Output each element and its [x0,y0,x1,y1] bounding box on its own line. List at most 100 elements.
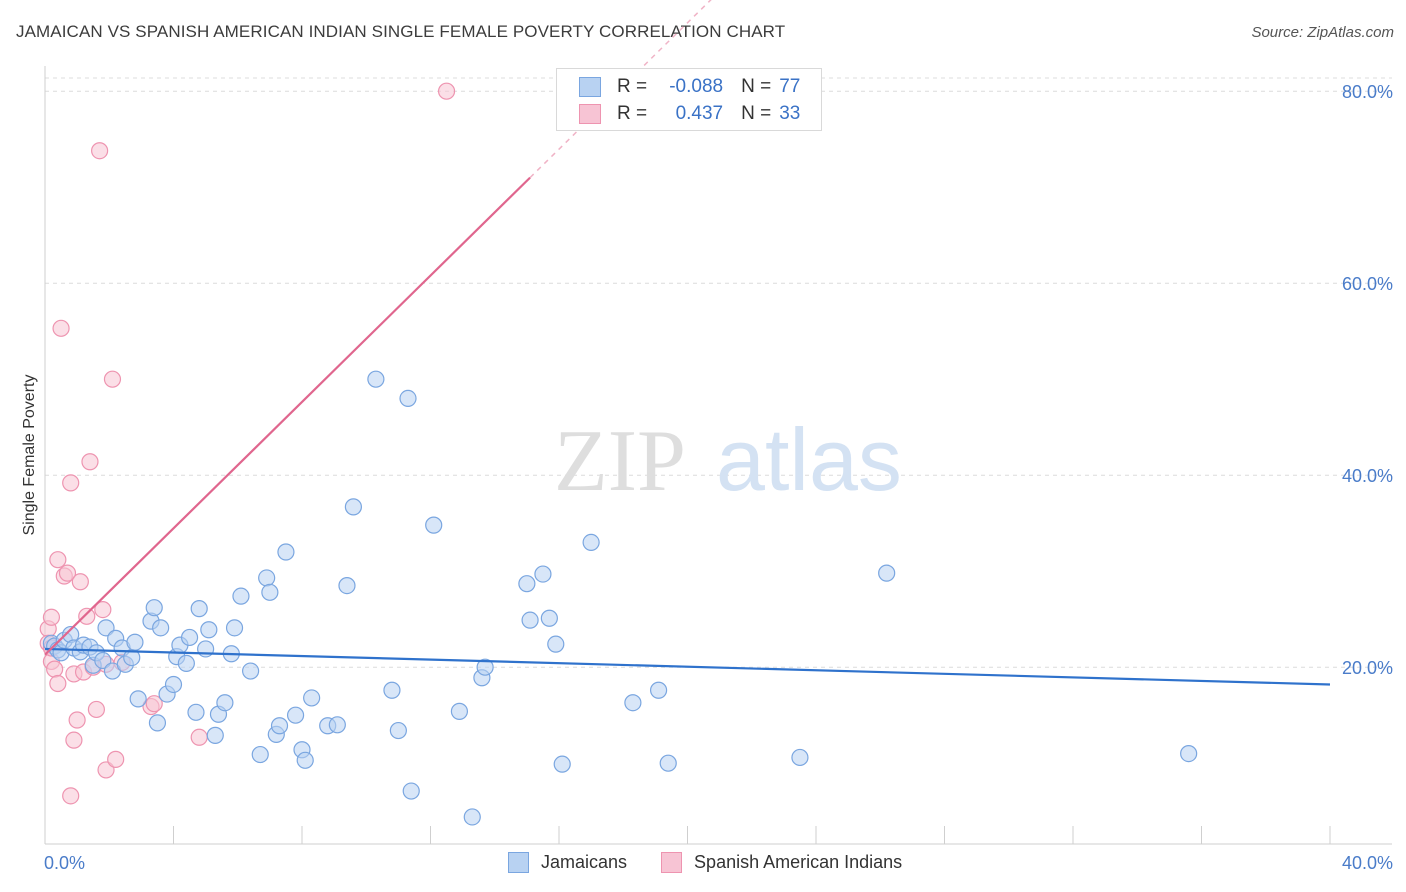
jamaican-point [367,370,385,388]
spanish-point [87,700,106,719]
spanish-point [58,564,77,582]
jamaicans-n-value: 77 [779,76,801,97]
jamaican-point [1180,744,1198,763]
jamaican-point [148,714,167,732]
legend-spanish-label: Spanish American Indians [694,852,903,872]
jamaican-point [338,576,356,595]
jamaican-point [251,745,269,764]
spanish-point [91,142,109,160]
spanish-swatch [579,104,601,124]
spanish-n-value: 33 [779,103,801,124]
jamaican-point [425,516,443,534]
jamaican-point [463,808,481,826]
chart-title: JAMAICAN VS SPANISH AMERICAN INDIAN SING… [16,22,786,41]
series-legend: Jamaicans Spanish American Indians [508,852,902,873]
jamaican-point [303,689,321,707]
spanish-point [437,82,456,100]
jamaican-point [399,389,417,407]
jamaican-point [200,621,218,639]
spanish-r-label: R = [617,103,648,124]
jamaican-point [649,681,668,699]
jamaicans-n-label: N = [741,76,772,97]
jamaican-point [286,706,305,724]
jamaican-point [476,658,494,676]
jamaican-point [225,619,244,637]
jamaicans-swatch [579,77,601,97]
jamaican-point [242,662,260,680]
jamaicans-r-label: R = [617,76,648,97]
jamaican-point [232,587,250,605]
jamaican-point [277,543,295,561]
jamaican-point [129,690,147,708]
jamaican-trend-line [44,647,1331,686]
legend-jamaicans-swatch [508,852,529,873]
spanish-point [145,695,163,713]
jamaican-point [97,619,115,637]
stats-legend: R = -0.088 N = 77 R = 0.437 N = 33 [556,68,822,131]
jamaican-point [383,681,401,699]
spanish-point [78,607,96,625]
jamaican-point [145,599,163,617]
jamaican-point [206,726,224,744]
jamaican-point [261,583,279,601]
jamaican-point [94,651,112,670]
grid-lines [45,77,1392,668]
jamaican-point [534,565,552,583]
jamaican-point [177,654,195,672]
spanish-point [42,608,61,626]
spanish-point [94,600,112,619]
spanish-point [49,674,67,693]
spanish-point [103,370,122,388]
spanish-point [81,453,99,471]
jamaican-point [296,751,314,769]
jamaican-point [389,721,407,740]
y-tick-label: 40.0% [1342,466,1393,486]
jamaican-point [187,703,205,721]
spanish-point [62,787,80,805]
jamaican-point [328,716,346,734]
jamaican-point [216,694,234,712]
legend-spanish-swatch [661,852,683,873]
jamaican-point [540,609,558,627]
spanish-point [52,319,70,337]
jamaican-point [878,564,896,582]
spanish-point [62,474,80,492]
spanish-point [107,750,125,768]
jamaican-point [450,702,469,720]
jamaican-point [152,619,170,637]
jamaican-point [582,533,600,552]
jamaican-point [180,628,199,647]
jamaican-point [344,498,362,516]
x-tick-label-end: 40.0% [1342,853,1393,873]
tick-labels: 20.0% 40.0% 60.0% 80.0% 0.0% 40.0% [44,82,1393,873]
watermark: ZIP atlas [554,410,902,510]
y-tick-label: 80.0% [1342,82,1393,102]
jamaican-point [190,600,208,618]
axes [44,66,1392,845]
spanish-r-value: 0.437 [675,103,724,124]
trend-lines [44,0,1331,686]
jamaican-point [547,635,565,653]
source-label: Source: ZipAtlas.com [1251,24,1394,41]
spanish-point [71,573,89,591]
spanish-point [65,731,83,749]
jamaican-point [553,755,571,773]
x-tick-label-start: 0.0% [44,853,85,873]
y-tick-label: 60.0% [1342,274,1393,294]
jamaican-point [164,675,183,694]
jamaicans-r-value: -0.088 [669,76,724,97]
spanish-point [68,711,86,729]
jamaican-point [402,782,420,800]
jamaican-point [521,611,539,629]
spanish-trend-line [44,176,531,656]
legend-row-spanish: R = 0.437 N = 33 [579,102,800,126]
jamaican-point [258,569,276,587]
jamaican-point [791,748,809,767]
jamaican-point [270,717,289,735]
jamaican-point [659,754,677,772]
spanish-point [49,551,67,569]
spanish-point [46,660,64,678]
watermark-zip: ZIP [554,413,686,510]
y-tick-label: 20.0% [1342,658,1393,678]
